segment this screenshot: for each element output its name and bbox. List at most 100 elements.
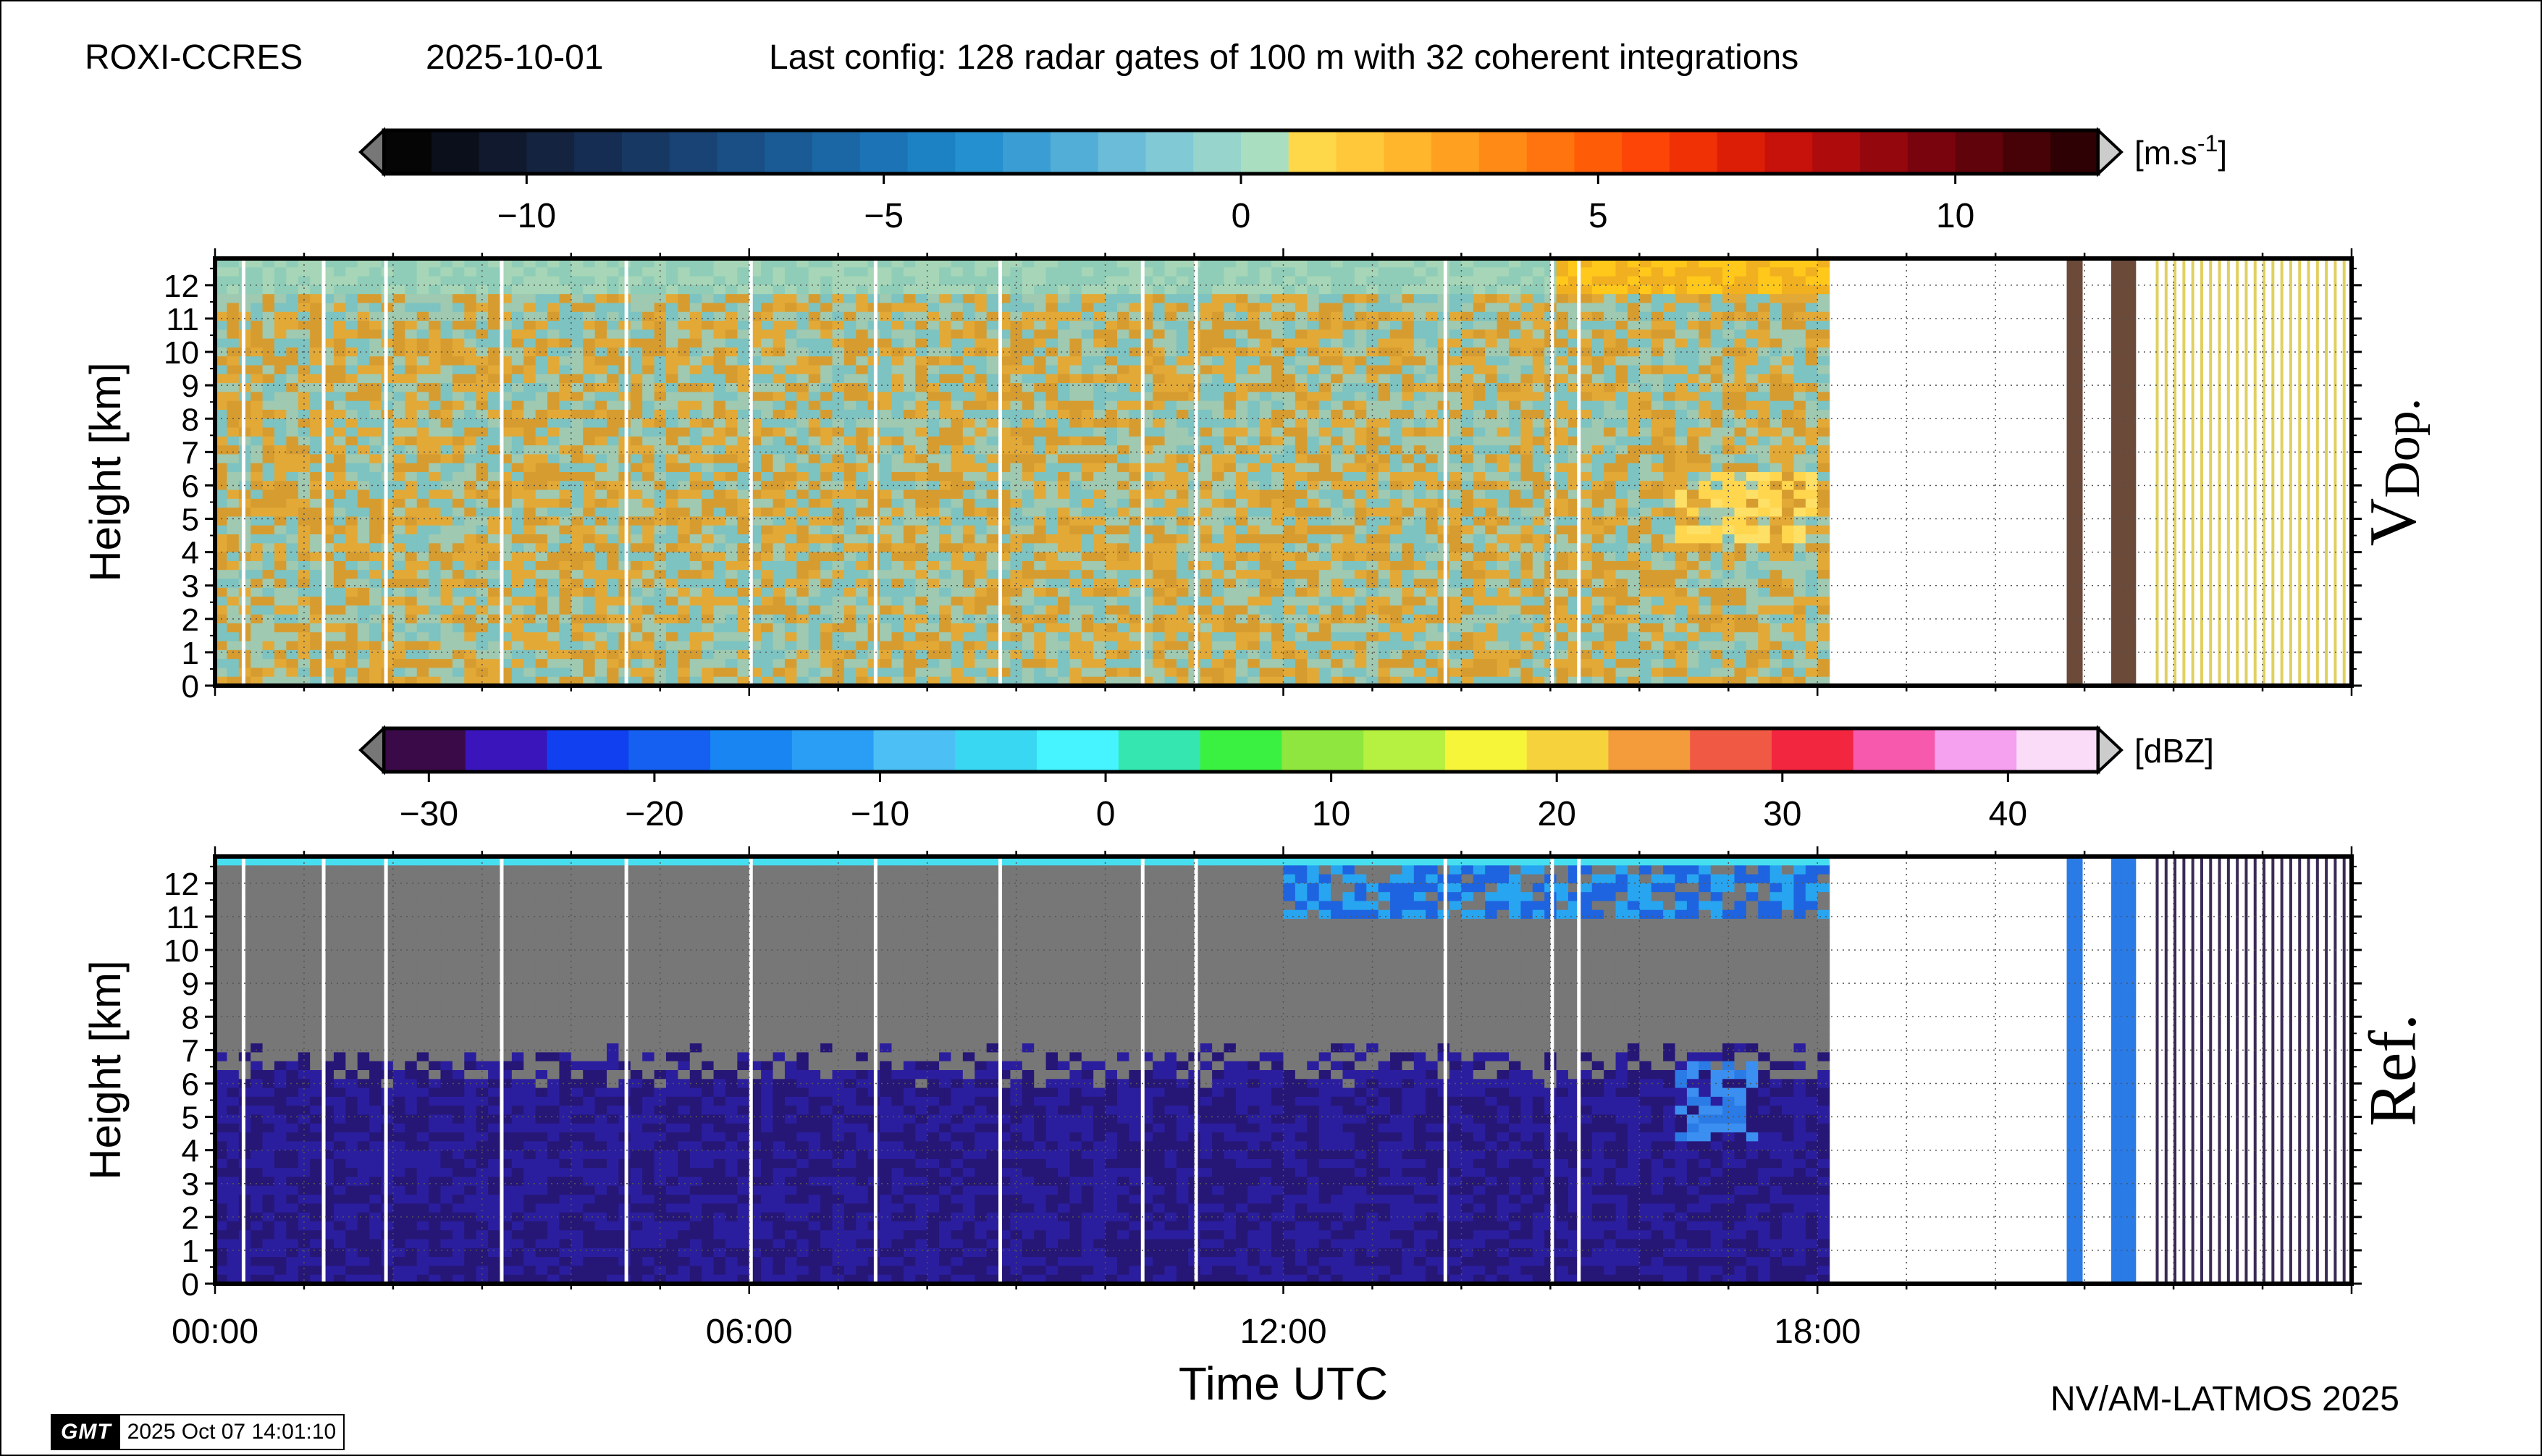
heatmap-cell [476,641,489,651]
heatmap-cell [345,534,358,544]
heatmap-cell [488,552,501,562]
heatmap-cell [547,392,560,402]
heatmap-cell [1413,267,1426,277]
heatmap-cell [951,400,964,411]
heatmap-cell [369,668,382,678]
heatmap-cell [678,276,691,286]
heatmap-cell [1153,552,1166,562]
heatmap-cell [642,418,655,429]
heatmap-cell [1259,356,1272,366]
heatmap-cell [1378,597,1391,606]
heatmap-cell [678,356,691,366]
heatmap-cell [594,303,607,313]
heatmap-cell [1295,516,1308,526]
heatmap-cell [642,614,655,624]
heatmap-cell [820,400,833,411]
heatmap-cell [405,454,418,464]
heatmap-cell [511,587,524,597]
heatmap-cell [903,472,916,481]
heatmap-cell [1307,276,1320,286]
heatmap-cell [880,525,893,535]
heatmap-cell [1318,543,1331,553]
heatmap-cell [392,623,405,633]
heatmap-cell [1093,570,1106,580]
heatmap-cell [1200,338,1213,348]
heatmap-cell [547,632,560,642]
heatmap-cell [1342,338,1355,348]
heatmap-cell [1318,276,1331,286]
heatmap-cell [1378,668,1391,678]
heatmap-cell [535,570,548,580]
heatmap-cell [1413,668,1426,678]
heatmap-cell [975,294,988,304]
heatmap-cell [630,418,643,429]
heatmap-cell [345,605,358,615]
heatmap-cell [713,427,726,437]
heatmap-cell [251,303,264,313]
heatmap-cell [1058,668,1070,678]
heatmap-cell [1235,587,1248,597]
heatmap-cell [452,508,465,518]
heatmap-cell [559,374,572,384]
heatmap-cell [1331,632,1344,642]
heatmap-cell [1081,498,1094,508]
heatmap-cell [1331,427,1344,437]
heatmap-cell [927,303,940,313]
heatmap-cell [1366,427,1379,437]
heatmap-cell [440,311,453,321]
heatmap-cell [583,383,596,392]
heatmap-cell [1058,383,1070,392]
heatmap-cell [1378,267,1391,277]
heatmap-cell [903,489,916,500]
heatmap-cell [630,641,643,651]
heatmap-cell [1022,498,1035,508]
heatmap-cell [843,597,857,606]
heatmap-cell [665,614,678,624]
heatmap-cell [903,543,916,553]
heatmap-cell [227,587,240,597]
heatmap-cell [1354,409,1367,419]
heatmap-cell [1402,534,1415,544]
heatmap-cell [915,267,928,277]
heatmap-cell [1200,472,1213,481]
heatmap-cell [1413,641,1426,651]
heatmap-cell [1116,276,1129,286]
heatmap-cell [927,552,940,562]
heatmap-cell [630,508,643,518]
heatmap-cell [1413,587,1426,597]
heatmap-cell [571,632,584,642]
heatmap-cell [1116,392,1129,402]
heatmap-cell [856,570,869,580]
heatmap-cell [1378,632,1391,642]
heatmap-cell [962,454,975,464]
heatmap-cell [927,392,940,402]
heatmap-cell [1212,267,1225,277]
heatmap-cell [843,614,857,624]
heatmap-cell [1081,356,1094,366]
heatmap-cell [1081,597,1094,606]
heatmap-cell [642,659,655,669]
heatmap-cell [1045,659,1059,669]
heatmap-cell [333,543,346,553]
heatmap-cell [357,552,370,562]
heatmap-cell [262,605,275,615]
heatmap-cell [975,409,988,419]
heatmap-cell [986,418,999,429]
heatmap-cell [713,436,726,446]
heatmap-cell [1129,659,1142,669]
heatmap-cell [1354,338,1367,348]
heatmap-cell [1318,365,1331,375]
heatmap-cell [310,560,323,571]
heatmap-cell [547,338,560,348]
heatmap-cell [654,516,667,526]
heatmap-cell [405,534,418,544]
heatmap-cell [1247,374,1261,384]
heatmap-cell [1176,436,1189,446]
heatmap-cell [464,356,477,366]
heatmap-cell [215,445,227,455]
heatmap-cell [832,276,845,286]
heatmap-cell [713,605,726,615]
heatmap-cell [975,321,988,330]
heatmap-cell [820,347,833,357]
heatmap-cell [1129,641,1142,651]
